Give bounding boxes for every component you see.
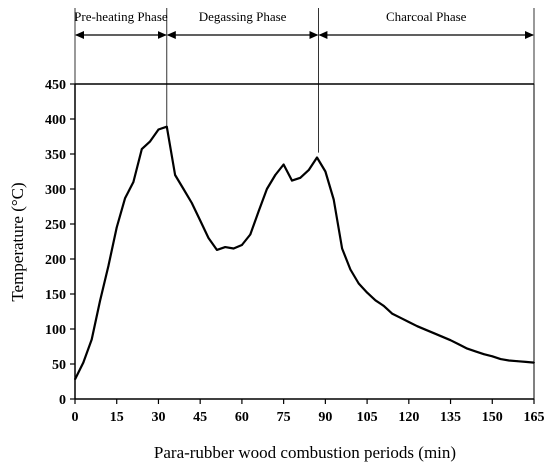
data-point — [449, 339, 452, 342]
data-point — [524, 361, 527, 363]
series-layer — [74, 125, 535, 381]
y-tick-label: 200 — [45, 253, 66, 268]
data-point — [241, 244, 243, 246]
phase-label: Degassing Phase — [199, 9, 287, 24]
data-point — [215, 249, 218, 251]
data-point — [349, 268, 352, 271]
data-point — [266, 188, 268, 190]
data-point — [332, 198, 335, 201]
y-tick-label: 400 — [45, 113, 66, 128]
data-point — [382, 305, 385, 307]
data-point — [508, 359, 510, 362]
data-point — [249, 233, 252, 236]
data-point — [149, 140, 152, 143]
data-point — [82, 361, 85, 364]
data-point — [424, 328, 427, 331]
data-point — [299, 176, 302, 179]
data-point — [224, 246, 227, 249]
data-point — [157, 128, 160, 131]
data-point — [291, 179, 293, 182]
data-point — [499, 358, 502, 360]
data-point — [516, 360, 519, 363]
y-tick-label: 150 — [45, 288, 66, 303]
data-point — [90, 338, 93, 341]
x-tick-label: 105 — [357, 410, 378, 425]
data-point — [457, 343, 460, 346]
data-point — [399, 316, 402, 319]
data-point — [307, 169, 310, 172]
x-tick-label: 15 — [110, 410, 124, 425]
data-point — [407, 321, 410, 323]
temperature-series-line — [74, 125, 535, 380]
data-point — [341, 247, 343, 250]
data-point — [282, 163, 285, 166]
axes: 0 50 100 150 200 250 300 350 400 450 0 15 30 45 60 75 90… — [45, 78, 545, 425]
x-tick-label: 90 — [318, 410, 332, 425]
data-point — [74, 378, 76, 381]
data-point — [474, 350, 477, 353]
x-tick-label: 75 — [277, 410, 291, 425]
data-point — [124, 197, 126, 200]
x-tick-label: 45 — [193, 410, 207, 425]
data-point — [132, 181, 135, 183]
data-point — [115, 226, 118, 229]
data-point — [374, 299, 377, 302]
x-tick-label: 150 — [482, 410, 503, 425]
data-point — [99, 300, 101, 302]
y-tick-label: 100 — [45, 323, 66, 338]
x-tick-label: 165 — [524, 410, 545, 425]
y-tick-label: 300 — [45, 183, 66, 198]
data-point — [140, 148, 143, 151]
y-tick-label: 0 — [59, 393, 66, 408]
phase-label: Charcoal Phase — [386, 9, 467, 24]
y-tick-label: 50 — [52, 358, 66, 373]
data-point — [107, 265, 110, 267]
data-point — [199, 219, 202, 222]
data-point — [366, 291, 368, 294]
data-point — [357, 282, 360, 285]
y-tick-label: 350 — [45, 148, 66, 163]
data-point — [182, 188, 185, 190]
data-point — [190, 202, 193, 204]
data-point — [533, 361, 535, 364]
data-point — [174, 174, 177, 176]
y-tick-label: 450 — [45, 78, 66, 93]
x-tick-label: 30 — [151, 410, 165, 425]
x-tick-label: 60 — [235, 410, 249, 425]
phase-annotations: Pre-heating Phase Degassing Phase Charcoal… — [74, 8, 535, 153]
data-point — [257, 210, 260, 213]
data-point — [416, 325, 419, 328]
data-point — [207, 237, 210, 239]
data-point — [324, 170, 327, 173]
data-point — [491, 355, 494, 358]
x-tick-label: 135 — [440, 410, 461, 425]
data-point — [274, 174, 277, 176]
data-point — [441, 335, 444, 338]
data-point — [165, 125, 168, 128]
y-axis-title: Temperature (°C) — [8, 182, 27, 301]
data-point — [466, 347, 469, 350]
data-point — [316, 156, 318, 159]
data-point — [391, 312, 394, 315]
data-point — [232, 247, 235, 250]
phase-label: Pre-heating Phase — [74, 9, 168, 24]
y-tick-label: 250 — [45, 218, 66, 233]
x-tick-label: 120 — [398, 410, 419, 425]
x-tick-label: 0 — [72, 410, 79, 425]
data-point — [432, 332, 435, 335]
x-axis-title: Para-rubber wood combustion periods (min… — [154, 443, 456, 462]
data-point — [483, 353, 485, 356]
